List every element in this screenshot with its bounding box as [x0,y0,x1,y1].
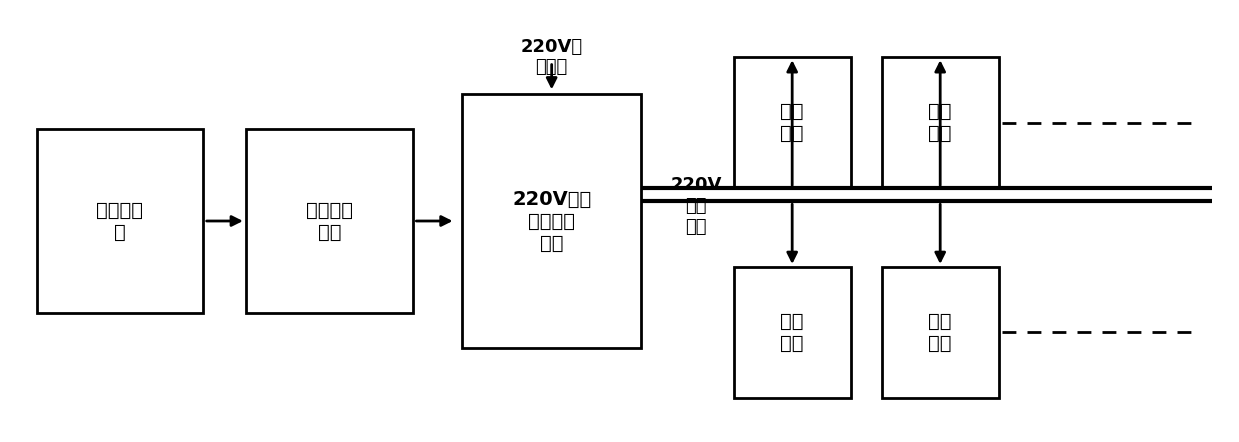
Text: 待测
主机: 待测 主机 [781,312,804,353]
Bar [733,57,851,188]
Bar [733,267,851,398]
Text: 待测
主机: 待测 主机 [781,102,804,143]
Bar [247,130,413,312]
Text: 待测
主机: 待测 主机 [928,312,952,353]
Text: 220V
交流
输出: 220V 交流 输出 [670,176,721,236]
Bar [882,267,999,398]
Bar [37,130,203,312]
Text: 待测
主机: 待测 主机 [928,102,952,143]
Bar [882,57,999,188]
Bar [462,95,641,347]
Text: 220V交
流输入: 220V交 流输入 [520,38,582,76]
Text: 信号控制
单元: 信号控制 单元 [306,201,353,241]
Text: 220V电源
开关控制
电路: 220V电源 开关控制 电路 [512,190,591,252]
Text: 控制端主
机: 控制端主 机 [97,201,144,241]
